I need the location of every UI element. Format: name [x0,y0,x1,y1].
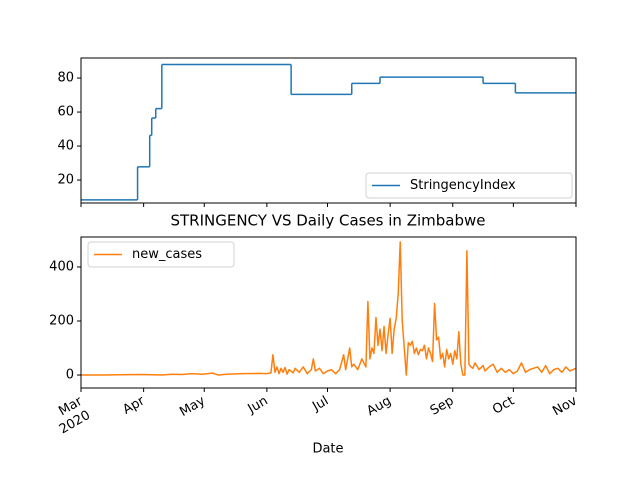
legend-label: StringencyIndex [410,178,516,193]
chart-title: STRINGENCY VS Daily Cases in Zimbabwe [170,212,485,230]
legend-box [365,172,573,199]
legend-label: new_cases [132,247,202,262]
y-tick-label: 400 [49,259,74,274]
y-tick-label: 20 [57,173,74,188]
y-tick-label: 0 [66,368,74,383]
line [81,241,577,376]
axes-frame [80,57,577,204]
legend-box [87,241,235,268]
y-tick-label: 40 [57,139,74,154]
x-axis-label: Date [312,442,343,457]
y-tick-label: 60 [57,105,74,120]
y-tick-label: 80 [57,71,74,86]
axes-frame [80,236,577,389]
x-tick-label: Jul [309,394,331,415]
y-tick-label: 200 [49,314,74,329]
